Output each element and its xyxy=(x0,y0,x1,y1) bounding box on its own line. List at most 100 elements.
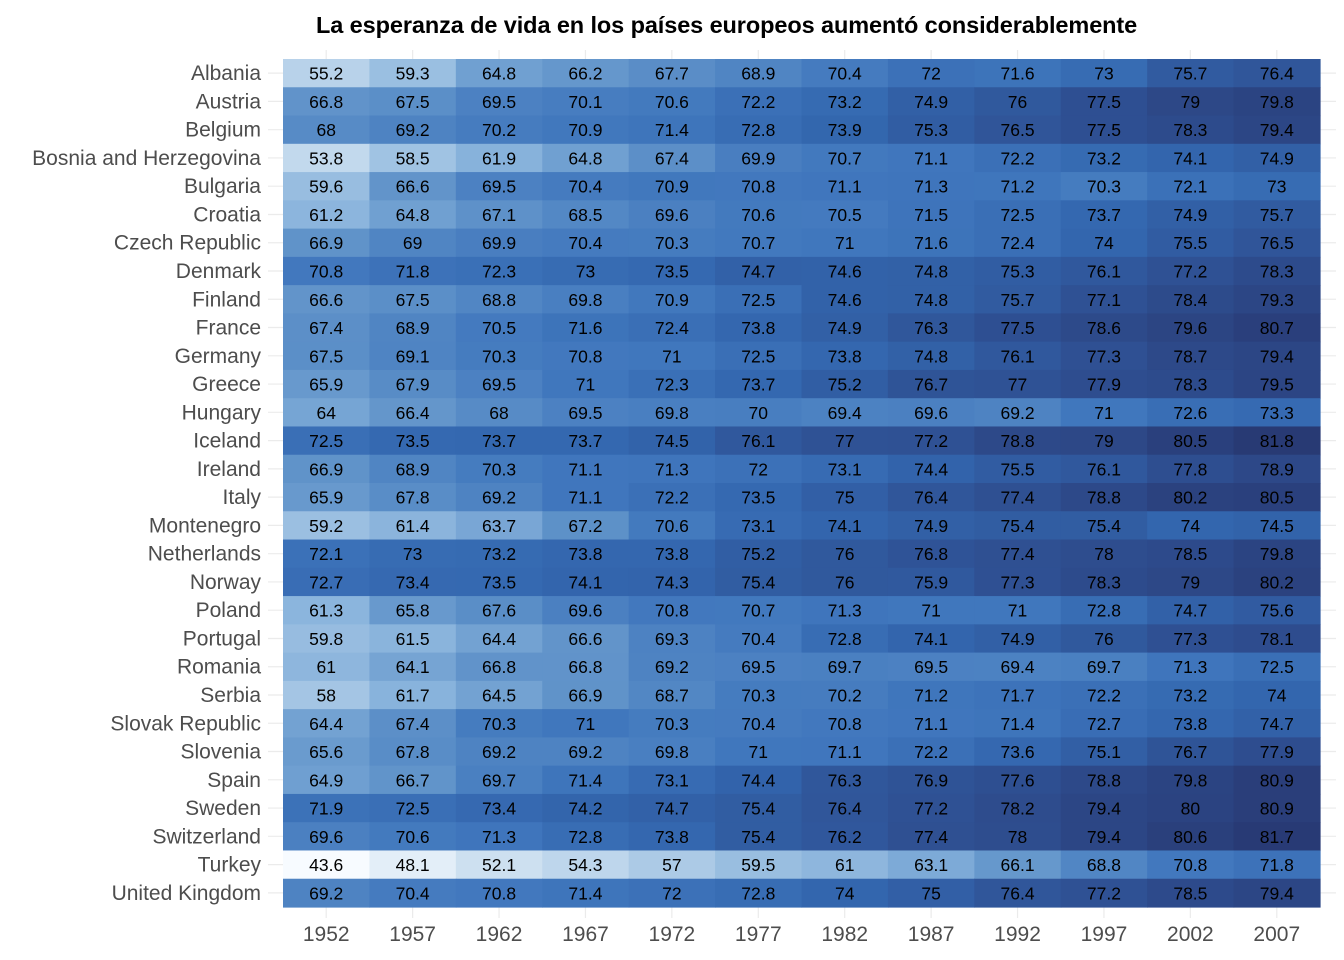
cell-value-label: 67.7 xyxy=(655,64,689,84)
heatmap-cell xyxy=(1147,341,1235,371)
y-tick-label: Portugal xyxy=(183,627,261,650)
heatmap-cell xyxy=(974,454,1062,484)
heatmap-cell xyxy=(369,765,457,795)
heatmap-cell xyxy=(1233,624,1321,654)
heatmap-cell xyxy=(801,256,889,286)
heatmap-cell xyxy=(1147,596,1235,625)
heatmap-cell xyxy=(628,652,716,682)
heatmap-cell xyxy=(715,822,803,852)
cell-value-label: 78.9 xyxy=(1260,459,1294,479)
y-tick-label: Sweden xyxy=(185,797,261,820)
cell-value-label: 78.3 xyxy=(1173,120,1207,140)
heatmap-cell xyxy=(1233,200,1321,230)
cell-value-label: 61 xyxy=(316,657,335,677)
heatmap-cell xyxy=(715,765,803,795)
heatmap-cell xyxy=(801,200,889,230)
cell-value-label: 71.3 xyxy=(482,827,516,847)
cell-value-label: 73.5 xyxy=(655,262,689,282)
heatmap-cell xyxy=(369,624,457,654)
heatmap-cell xyxy=(628,256,716,286)
heatmap-cell xyxy=(628,398,716,428)
cell-value-label: 74 xyxy=(1094,233,1114,253)
heatmap-cell xyxy=(369,850,457,880)
cell-value-label: 72 xyxy=(921,64,940,84)
cell-value-label: 78 xyxy=(1008,827,1027,847)
cell-value-label: 70 xyxy=(749,403,769,423)
cell-value-label: 73.5 xyxy=(741,488,775,508)
cell-value-label: 76.4 xyxy=(1260,64,1294,84)
y-tick-label: Bulgaria xyxy=(184,175,261,198)
heatmap-cell xyxy=(1147,850,1235,880)
y-tick-label: Croatia xyxy=(193,203,261,226)
heatmap-cell xyxy=(1147,878,1235,908)
heatmap-cell xyxy=(887,285,975,314)
cell-value-label: 71.9 xyxy=(309,799,343,819)
y-tick-label: Greece xyxy=(192,373,261,396)
cell-value-label: 76 xyxy=(1008,92,1027,112)
cell-value-label: 70.7 xyxy=(741,601,775,621)
cell-value-label: 71.8 xyxy=(396,262,430,282)
cell-value-label: 71.3 xyxy=(655,459,689,479)
heatmap-cell xyxy=(887,765,975,795)
cell-value-label: 74.5 xyxy=(1260,516,1294,536)
heatmap-cell xyxy=(801,822,889,852)
cell-value-label: 69.9 xyxy=(482,233,516,253)
heatmap-cell xyxy=(715,850,803,880)
heatmap-cell xyxy=(542,539,630,569)
cell-value-label: 72.5 xyxy=(741,290,775,310)
cell-value-label: 69.2 xyxy=(482,742,516,762)
heatmap-cell xyxy=(801,793,889,823)
heatmap-cell xyxy=(1233,709,1321,738)
heatmap-cell xyxy=(369,143,457,173)
heatmap-cell xyxy=(283,228,371,258)
heatmap-cell xyxy=(715,709,803,738)
cell-value-label: 79.4 xyxy=(1260,120,1294,140)
cell-value-label: 70.5 xyxy=(482,318,516,338)
heatmap-cell xyxy=(542,596,630,625)
heatmap-cell xyxy=(455,172,543,201)
cell-value-label: 76.5 xyxy=(1260,233,1294,253)
cell-value-label: 67.9 xyxy=(396,375,430,395)
heatmap-cell xyxy=(974,200,1062,230)
heatmap-cell xyxy=(715,567,803,597)
heatmap-cell xyxy=(1147,228,1235,258)
heatmap-cell xyxy=(974,228,1062,258)
cell-value-label: 70.3 xyxy=(655,233,689,253)
heatmap-cell xyxy=(455,285,543,314)
heatmap-cell xyxy=(283,511,371,541)
heatmap-cell xyxy=(369,228,457,258)
cell-value-label: 72.5 xyxy=(396,799,430,819)
heatmap-cell xyxy=(283,822,371,852)
heatmap-cell xyxy=(715,793,803,823)
y-tick-label: Iceland xyxy=(193,430,261,453)
cell-value-label: 73.5 xyxy=(396,431,430,451)
y-tick-label: Switzerland xyxy=(152,825,261,848)
heatmap-cell xyxy=(1147,680,1235,710)
heatmap-cell xyxy=(1060,87,1148,117)
cell-value-label: 70.4 xyxy=(828,64,862,84)
heatmap-cell xyxy=(542,143,630,173)
cell-value-label: 72.8 xyxy=(1087,601,1121,621)
cell-value-label: 73.4 xyxy=(482,799,516,819)
heatmap-cell xyxy=(887,878,975,908)
cell-value-label: 74.7 xyxy=(655,799,689,819)
heatmap-cell xyxy=(369,483,457,512)
cell-value-label: 71.1 xyxy=(568,488,602,508)
heatmap-cell xyxy=(283,59,371,88)
cell-value-label: 65.9 xyxy=(309,488,343,508)
heatmap-cell xyxy=(628,426,716,456)
cell-value-label: 81.7 xyxy=(1260,827,1294,847)
cell-value-label: 69.8 xyxy=(655,403,689,423)
heatmap-cell xyxy=(715,285,803,314)
cell-value-label: 67.8 xyxy=(396,488,430,508)
cell-value-label: 73.8 xyxy=(1173,714,1207,734)
heatmap-cell xyxy=(715,200,803,230)
cell-value-label: 64 xyxy=(316,403,336,423)
cell-value-label: 81.8 xyxy=(1260,431,1294,451)
cell-value-label: 75.4 xyxy=(741,827,775,847)
heatmap-cell xyxy=(628,483,716,512)
heatmap-cell xyxy=(887,143,975,173)
y-tick-label: United Kingdom xyxy=(112,882,261,905)
heatmap-cell xyxy=(628,313,716,343)
heatmap-cell xyxy=(1233,369,1321,399)
